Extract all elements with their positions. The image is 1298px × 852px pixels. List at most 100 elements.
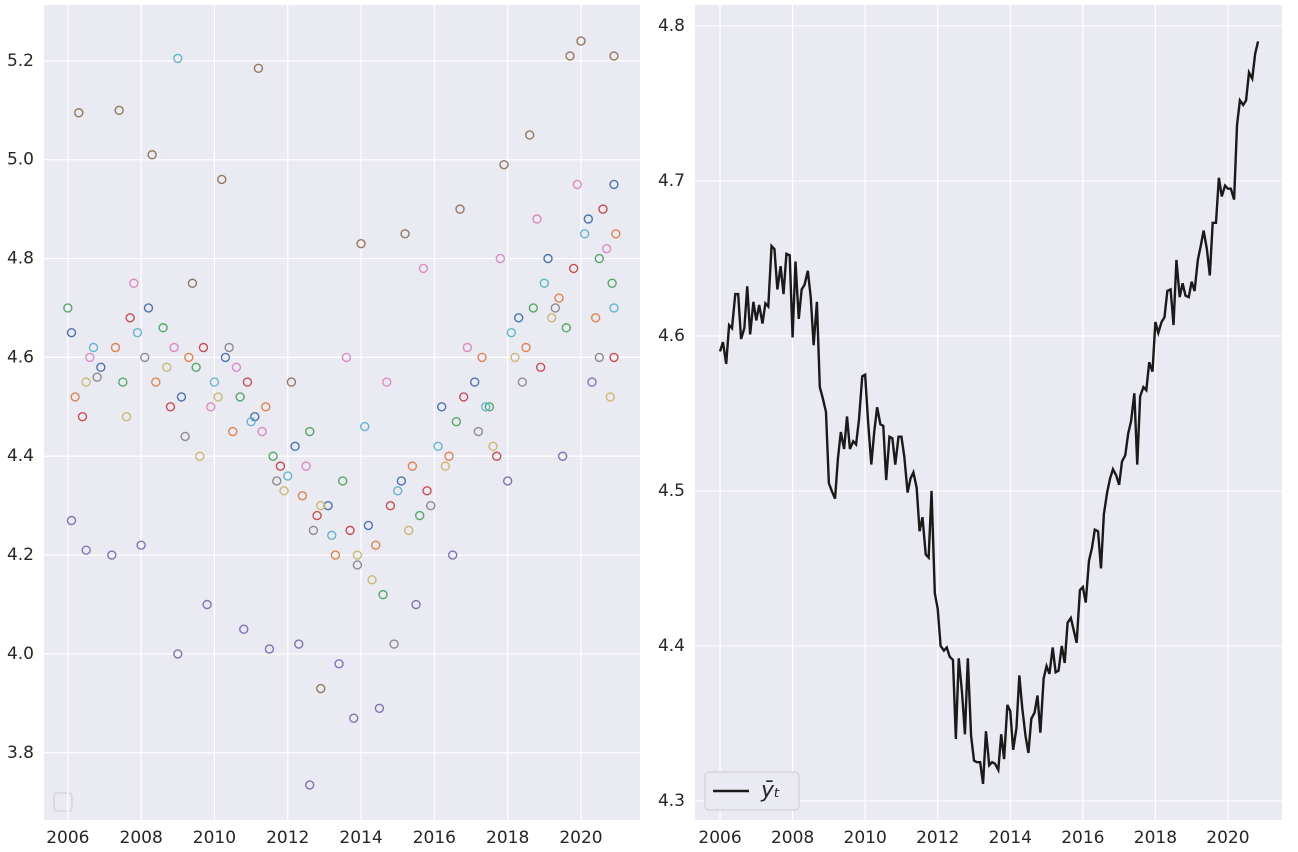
point: [360, 421, 370, 432]
point: [609, 303, 619, 313]
point: [609, 51, 619, 61]
point: [389, 639, 399, 649]
y-tick-label: 4.8: [658, 16, 685, 36]
point: [286, 377, 297, 387]
x-tick-label: 2014: [989, 828, 1032, 848]
point: [587, 377, 597, 387]
y-tick-label: 5.0: [7, 150, 34, 170]
point: [209, 377, 220, 387]
empty-legend: [53, 792, 73, 812]
point: [118, 377, 128, 387]
point: [242, 377, 253, 387]
point: [455, 204, 465, 214]
point: [352, 560, 363, 570]
point: [499, 159, 509, 170]
x-tick-label: 2014: [339, 828, 382, 848]
point: [294, 639, 304, 649]
point: [231, 362, 242, 372]
point: [609, 352, 619, 363]
point: [305, 780, 315, 790]
point: [316, 500, 326, 511]
point: [594, 253, 605, 264]
point: [70, 392, 80, 402]
point: [74, 108, 84, 118]
y-tick-label: 4.6: [658, 326, 685, 346]
point: [590, 313, 601, 323]
point: [239, 624, 249, 634]
point: [187, 278, 198, 288]
point: [81, 545, 91, 555]
point: [444, 451, 454, 461]
x-tick-label: 2020: [1206, 828, 1249, 848]
point: [202, 599, 212, 610]
point: [290, 441, 300, 452]
y-tick-label: 4.8: [7, 249, 34, 269]
point: [506, 327, 517, 338]
point: [517, 377, 528, 387]
x-tick-label: 2010: [844, 828, 887, 848]
point: [345, 525, 355, 536]
y-tick-label: 4.4: [658, 636, 685, 656]
point: [96, 362, 106, 372]
point: [195, 451, 205, 461]
point: [462, 342, 473, 353]
x-tick-label: 2012: [916, 828, 959, 848]
point: [297, 491, 308, 501]
point: [579, 229, 590, 239]
point: [396, 476, 407, 486]
legend-label: ȳₜ: [760, 778, 781, 803]
point: [158, 323, 168, 333]
point: [217, 174, 227, 185]
point: [121, 412, 132, 422]
point: [510, 352, 520, 363]
point: [411, 599, 421, 610]
point: [568, 263, 579, 274]
point: [550, 303, 561, 313]
point: [378, 589, 388, 600]
y-tick-label: 4.0: [7, 644, 34, 664]
point: [426, 500, 436, 511]
point: [257, 426, 267, 437]
point: [554, 293, 564, 303]
point: [140, 352, 150, 363]
point: [264, 644, 275, 654]
point: [176, 392, 187, 402]
point: [341, 352, 352, 363]
point: [312, 510, 322, 521]
point: [349, 713, 359, 723]
point: [484, 402, 495, 412]
point: [605, 392, 616, 402]
point: [473, 426, 484, 437]
point: [502, 476, 513, 486]
point: [422, 486, 432, 496]
x-tick-label: 2008: [120, 828, 163, 848]
point: [477, 352, 487, 363]
point: [488, 441, 498, 452]
x-tick-label: 2012: [266, 828, 309, 848]
point: [283, 471, 293, 481]
y-tick-label: 4.4: [7, 446, 34, 466]
point: [184, 352, 194, 363]
point: [334, 659, 344, 669]
point: [480, 402, 491, 412]
point: [220, 352, 231, 363]
point: [165, 402, 176, 412]
point: [198, 342, 209, 353]
point: [191, 362, 201, 372]
point: [330, 550, 341, 560]
point: [279, 486, 289, 496]
point: [524, 130, 535, 140]
point: [572, 179, 583, 190]
point: [539, 278, 550, 288]
x-tick-label: 2018: [1134, 828, 1177, 848]
point: [224, 342, 234, 353]
point: [129, 278, 139, 288]
point: [495, 253, 506, 264]
y-tick-label: 4.2: [7, 545, 34, 565]
point: [528, 303, 539, 313]
x-tick-label: 2010: [193, 828, 236, 848]
point: [235, 392, 245, 402]
point: [440, 461, 451, 471]
point: [385, 500, 396, 511]
